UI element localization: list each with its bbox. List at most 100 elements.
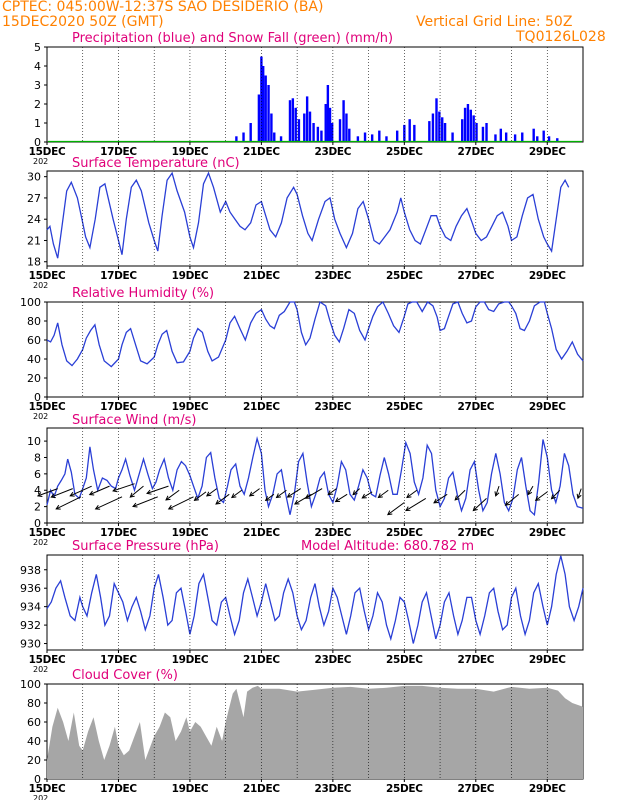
precip-bar <box>326 85 330 142</box>
wind-vector <box>577 488 582 499</box>
wind-arrowhead <box>377 493 383 499</box>
precip-bar <box>451 132 454 142</box>
wind-vector <box>352 488 361 496</box>
precip-bar <box>547 136 551 142</box>
wind-arrowhead <box>88 490 95 496</box>
x-tick-label: 15DEC <box>29 401 66 413</box>
x-tick-label: 23DEC <box>315 527 352 539</box>
wind-arrowhead <box>36 492 43 498</box>
precip-bar <box>328 107 332 142</box>
wind-vector <box>55 496 82 510</box>
x-tick-label: 29DEC <box>529 783 566 795</box>
x-tick-label: 27DEC <box>457 783 494 795</box>
wind-arrowhead <box>433 498 439 504</box>
x-tick-label: 17DEC <box>100 527 137 539</box>
wind-arrowhead <box>405 506 411 512</box>
precip-bar <box>316 126 320 142</box>
panel-title: Cloud Cover (%) <box>72 668 178 683</box>
precip-bar <box>408 119 411 142</box>
x-tick-label: 15DEC <box>29 527 66 539</box>
panel-title: Relative Humidity (%) <box>72 286 214 301</box>
precip-bar <box>435 98 438 142</box>
precip-bar <box>249 123 252 142</box>
wind-arrowhead <box>112 487 118 493</box>
wind-vector <box>168 496 194 510</box>
x-tick-label: 29DEC <box>529 654 566 666</box>
x-tick-label: 19DEC <box>172 146 209 158</box>
y-tick-label: 80 <box>27 315 41 328</box>
panel-title: Surface Wind (m/s) <box>72 413 196 428</box>
wind-vector <box>89 485 110 496</box>
wind-arrowhead <box>334 497 341 503</box>
x-tick-label: 17DEC <box>100 270 137 282</box>
wind-arrowhead <box>386 510 393 516</box>
x-tick-label: 21DEC <box>243 654 280 666</box>
y-tick-label: 5 <box>34 41 41 54</box>
x-tick-label: 21DEC <box>243 783 280 795</box>
precip-bar <box>261 66 265 142</box>
x-tick-label: 21DEC <box>243 527 280 539</box>
x-tick-label: 15DEC <box>29 270 66 282</box>
x-tick-label: 23DEC <box>315 401 352 413</box>
wind-vector <box>387 502 405 516</box>
precip-bar <box>303 113 306 142</box>
x-tick-label: 25DEC <box>386 783 423 795</box>
y-tick-label: 20 <box>27 372 41 385</box>
precip-bar <box>308 111 312 142</box>
y-tick-label: 938 <box>20 564 41 577</box>
precip-bar <box>504 132 508 142</box>
y-tick-label: 8 <box>34 451 41 464</box>
x-tick-label: 19DEC <box>172 783 209 795</box>
x-year-label: 202 <box>33 157 48 166</box>
x-year-label: 202 <box>33 281 48 290</box>
wind-arrowhead <box>527 490 533 496</box>
x-tick-label: 21DEC <box>243 401 280 413</box>
wind-arrowhead <box>146 489 152 495</box>
panel-title: Surface Temperature (nC) <box>72 156 240 171</box>
wind-vector <box>70 485 92 497</box>
precip-bar <box>428 121 431 142</box>
cloud-area <box>47 685 583 779</box>
precip-bar <box>481 126 485 142</box>
wind-vector <box>495 485 500 496</box>
wind-arrowhead <box>94 504 101 510</box>
y-tick-label: 6 <box>34 468 41 481</box>
y-tick-label: 0 <box>34 773 41 786</box>
x-tick-label: 25DEC <box>386 401 423 413</box>
precip-bar <box>494 134 497 142</box>
wind-vector <box>287 488 301 498</box>
y-tick-label: 936 <box>20 582 41 595</box>
precip-bar <box>441 117 444 142</box>
wind-vector <box>95 496 123 510</box>
header-run-code: TQ0126L028 <box>516 29 606 45</box>
y-tick-label: 2 <box>34 501 41 514</box>
wind-vector <box>146 485 169 494</box>
wind-vector <box>551 489 561 500</box>
wind-arrowhead <box>55 504 61 510</box>
y-tick-label: 80 <box>27 697 41 710</box>
y-tick-label: 18 <box>27 256 41 269</box>
y-tick-label: 20 <box>27 754 41 767</box>
precip-bar <box>267 85 270 142</box>
x-year-label: 202 <box>33 538 48 547</box>
wind-vector <box>405 498 427 511</box>
wind-vector <box>51 488 73 498</box>
precip-bar <box>264 75 267 142</box>
x-tick-label: 29DEC <box>529 270 566 282</box>
wind-vector <box>249 488 260 497</box>
x-tick-label: 25DEC <box>386 270 423 282</box>
wind-vector <box>378 489 389 498</box>
x-tick-label: 17DEC <box>100 401 137 413</box>
wind-arrowhead <box>327 490 333 496</box>
wind-arrowhead <box>50 493 56 499</box>
panel-frame <box>46 301 584 398</box>
x-tick-label: 17DEC <box>100 146 137 158</box>
wind-arrowhead <box>534 496 541 501</box>
precip-bar <box>469 109 472 142</box>
x-tick-label: 19DEC <box>172 527 209 539</box>
y-tick-label: 4 <box>34 60 41 73</box>
y-tick-label: 0 <box>34 136 41 149</box>
precip-bar <box>356 136 360 142</box>
y-tick-label: 10 <box>27 435 41 448</box>
y-tick-label: 930 <box>20 638 41 651</box>
